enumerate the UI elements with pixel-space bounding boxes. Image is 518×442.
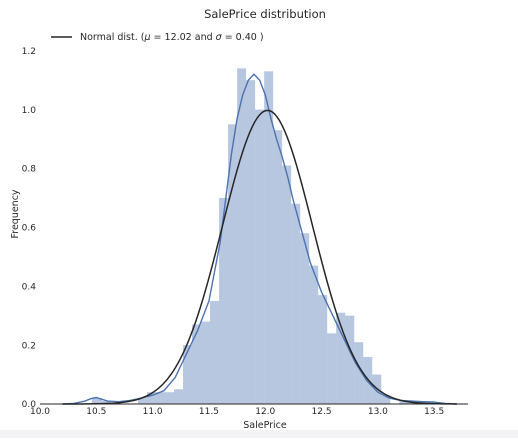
chart-title: SalePrice distribution [204, 7, 326, 21]
density-lines [62, 73, 457, 405]
histogram-bar [219, 197, 229, 404]
histogram-bar [210, 300, 220, 404]
histogram-bar [327, 333, 337, 404]
x-axis-label: SalePrice [243, 420, 287, 431]
histogram-bar [336, 312, 346, 404]
x-tick-label: 12.5 [312, 407, 332, 417]
histogram-bar [264, 71, 274, 404]
x-tick-label: 10.5 [86, 407, 106, 417]
histogram-bar [345, 315, 355, 404]
x-tick-label: 13.5 [424, 407, 444, 417]
histogram-bar [91, 398, 102, 404]
y-tick-label: 0.8 [22, 165, 37, 175]
histogram-bar [156, 392, 166, 404]
x-ticks: 10.0 10.5 11.0 11.5 12.0 12.5 13.0 13.5 [30, 407, 444, 417]
y-tick-label: 0.4 [22, 282, 37, 292]
histogram-bar [101, 401, 111, 404]
histogram-bar [147, 392, 157, 404]
legend-label: Normal dist. (μ = 12.02 and σ = 0.40 ) [80, 32, 264, 43]
histogram-bar [174, 389, 184, 404]
y-tick-label: 0.2 [22, 341, 36, 351]
histogram-bar [246, 80, 256, 404]
y-tick-label: 1.2 [22, 47, 36, 57]
x-tick-label: 13.0 [368, 407, 388, 417]
y-ticks: 0.0 0.2 0.4 0.6 0.8 1.0 1.2 [22, 47, 37, 410]
normal-fit-line [62, 109, 457, 405]
histogram-bar [137, 398, 147, 404]
histogram-bar [237, 68, 247, 404]
histogram-bar [273, 130, 283, 404]
histogram-bar [255, 109, 265, 404]
bottom-strip [0, 430, 518, 438]
histogram-bar [381, 395, 391, 404]
histogram-bar [192, 324, 202, 404]
histogram-bar [282, 165, 292, 404]
y-tick-label: 0.0 [22, 400, 37, 410]
x-tick-label: 11.5 [199, 407, 219, 417]
kde-line [62, 73, 457, 405]
x-tick-label: 12.0 [255, 407, 275, 417]
x-tick-label: 10.0 [30, 407, 50, 417]
histogram-bar [183, 345, 193, 404]
legend: Normal dist. (μ = 12.02 and σ = 0.40 ) [51, 32, 264, 43]
histogram-bar [300, 233, 310, 404]
histogram-bar [201, 321, 211, 404]
y-tick-label: 0.6 [22, 224, 37, 234]
histogram-bar [354, 342, 364, 404]
histogram-bar [399, 401, 409, 404]
histogram-bar [291, 203, 301, 404]
y-axis-label: Frequency [10, 189, 21, 238]
x-tick-label: 11.0 [143, 407, 163, 417]
histogram-bar [165, 392, 175, 404]
histogram-bar [309, 265, 319, 404]
y-tick-label: 1.0 [22, 106, 37, 116]
histogram-bar [228, 124, 238, 404]
histogram-bar [318, 295, 328, 404]
